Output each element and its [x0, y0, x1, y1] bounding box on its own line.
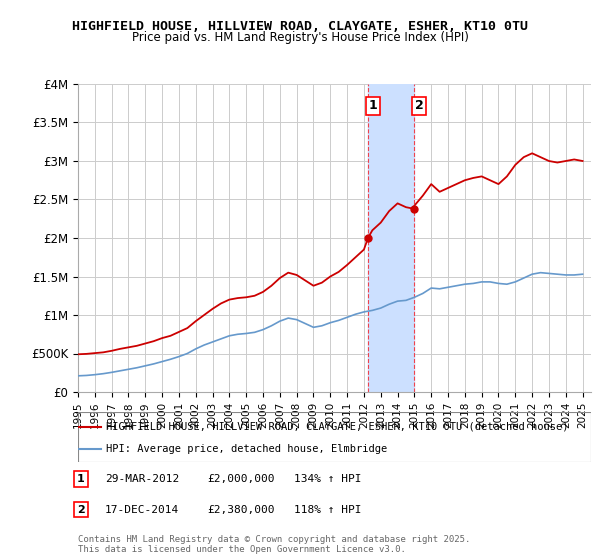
Text: 118% ↑ HPI: 118% ↑ HPI: [294, 505, 361, 515]
Text: 1: 1: [77, 474, 85, 484]
Text: £2,000,000: £2,000,000: [207, 474, 275, 484]
Text: 29-MAR-2012: 29-MAR-2012: [105, 474, 179, 484]
Text: 17-DEC-2014: 17-DEC-2014: [105, 505, 179, 515]
Text: HIGHFIELD HOUSE, HILLVIEW ROAD, CLAYGATE, ESHER, KT10 0TU: HIGHFIELD HOUSE, HILLVIEW ROAD, CLAYGATE…: [72, 20, 528, 32]
Text: Contains HM Land Registry data © Crown copyright and database right 2025.
This d: Contains HM Land Registry data © Crown c…: [78, 535, 470, 554]
Text: HPI: Average price, detached house, Elmbridge: HPI: Average price, detached house, Elmb…: [106, 445, 388, 454]
Bar: [368, 84, 414, 392]
Text: 2: 2: [415, 99, 424, 113]
Text: HIGHFIELD HOUSE, HILLVIEW ROAD, CLAYGATE, ESHER, KT10 0TU (detached house): HIGHFIELD HOUSE, HILLVIEW ROAD, CLAYGATE…: [106, 422, 569, 432]
Text: Price paid vs. HM Land Registry's House Price Index (HPI): Price paid vs. HM Land Registry's House …: [131, 31, 469, 44]
Text: £2,380,000: £2,380,000: [207, 505, 275, 515]
Text: 134% ↑ HPI: 134% ↑ HPI: [294, 474, 361, 484]
Text: 1: 1: [369, 99, 377, 113]
Text: 2: 2: [77, 505, 85, 515]
